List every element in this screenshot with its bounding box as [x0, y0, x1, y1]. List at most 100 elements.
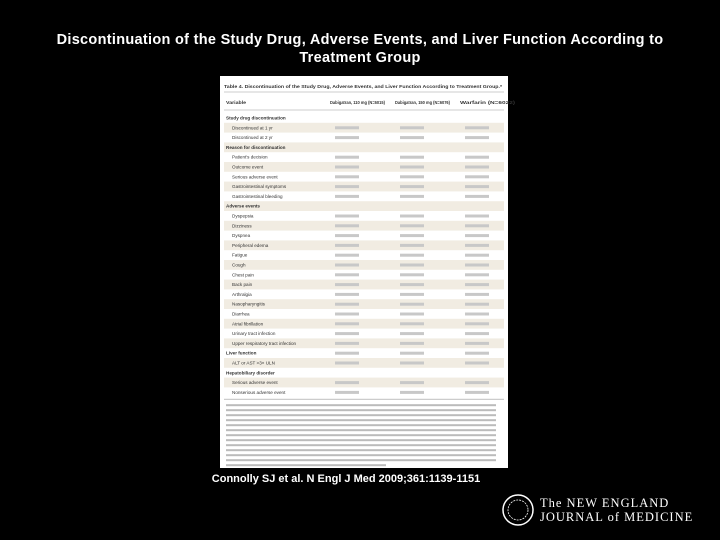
row-label: Nasopharyngitis [232, 302, 266, 307]
row-shade [224, 142, 504, 153]
column-header: Variable [226, 100, 247, 105]
cell-placeholder [465, 361, 489, 365]
row-label: Upper respiratory tract infection [232, 341, 297, 346]
cell-placeholder [465, 273, 489, 277]
footnote-placeholder [226, 409, 496, 412]
cell-placeholder [465, 302, 489, 306]
row-shade [224, 181, 504, 192]
row-shade [224, 162, 504, 172]
cell-placeholder [335, 351, 359, 355]
cell-placeholder [335, 214, 359, 218]
citation: Connolly SJ et al. N Engl J Med 2009;361… [212, 473, 480, 485]
cell-placeholder [465, 234, 489, 238]
cell-placeholder [335, 155, 359, 159]
row-label: Outcome event [232, 165, 264, 170]
cell-placeholder [465, 312, 489, 316]
cell-placeholder [400, 292, 424, 296]
cell-placeholder [335, 175, 359, 179]
table-caption: Table 4. Discontinuation of the Study Dr… [224, 84, 502, 89]
logo-text: JOURNAL of MEDICINE [540, 510, 693, 524]
cell-placeholder [400, 194, 424, 198]
cell-placeholder [400, 155, 424, 159]
cell-placeholder [335, 165, 359, 169]
table-image [220, 76, 508, 468]
cell-placeholder [335, 332, 359, 336]
logo: The NEW ENGLAND JOURNAL of MEDICINE [502, 494, 693, 526]
footnote-placeholder [226, 419, 496, 422]
cell-placeholder [400, 390, 424, 394]
footnote-placeholder [226, 444, 496, 447]
row-shade [224, 260, 504, 270]
cell-placeholder [465, 253, 489, 257]
cell-placeholder [335, 185, 359, 189]
cell-placeholder [335, 243, 359, 247]
cell-placeholder [465, 243, 489, 247]
row-shade [224, 358, 504, 368]
cell-placeholder [335, 224, 359, 228]
row-shade [224, 240, 504, 251]
cell-placeholder [465, 224, 489, 228]
row-label: Patient's decision [232, 155, 268, 160]
cell-placeholder [335, 263, 359, 267]
cell-placeholder [335, 136, 359, 140]
cell-placeholder [465, 322, 489, 326]
cell-placeholder [465, 185, 489, 189]
cell-placeholder [465, 126, 489, 130]
footnote-placeholder [226, 464, 386, 467]
row-label: Serious adverse event [232, 174, 278, 179]
row-label: Gastrointestinal bleeding [232, 194, 283, 199]
cell-placeholder [465, 341, 489, 345]
cell-placeholder [465, 175, 489, 179]
footnote-placeholder [226, 449, 496, 452]
title: Treatment Group [299, 50, 420, 66]
seal [507, 499, 529, 521]
cell-placeholder [400, 302, 424, 306]
column-header: Dabigatran, 110 mg (N=6015) [330, 100, 385, 105]
cell-placeholder [335, 283, 359, 287]
cell-placeholder [465, 165, 489, 169]
cell-placeholder [335, 292, 359, 296]
footnote-placeholder [226, 459, 496, 462]
column-header: Warfarin (N=6022) [460, 100, 516, 105]
cell-placeholder [335, 341, 359, 345]
cell-placeholder [400, 351, 424, 355]
row-label: ALT or AST >3× ULN [232, 361, 275, 366]
row-label: Diarrhea [232, 312, 250, 317]
table: Table 4. Discontinuation of the Study Dr… [224, 84, 516, 467]
row-label: Reason for discontinuation [226, 145, 286, 150]
row-label: Liver function [226, 351, 257, 356]
cell-placeholder [335, 273, 359, 277]
cell-placeholder [400, 381, 424, 385]
row-shade [224, 377, 504, 388]
row-shade [224, 318, 504, 329]
cell-placeholder [400, 361, 424, 365]
row-label: Atrial fibrillation [232, 321, 264, 326]
cell-placeholder [465, 155, 489, 159]
cell-placeholder [400, 126, 424, 130]
row-label: Hepatobiliary disorder [226, 370, 275, 375]
cell-placeholder [465, 214, 489, 218]
row-label: Urinary tract infection [232, 331, 276, 336]
row-label: Nonserious adverse event [232, 390, 286, 395]
footnote-placeholder [226, 429, 496, 432]
cell-placeholder [465, 263, 489, 267]
cell-placeholder [400, 332, 424, 336]
row-label: Dizziness [232, 223, 252, 228]
seal [502, 494, 534, 526]
row-label: Peripheral edema [232, 243, 269, 248]
cell-placeholder [465, 283, 489, 287]
footnote-placeholder [226, 439, 496, 442]
cell-placeholder [335, 234, 359, 238]
row-label: Adverse events [226, 204, 260, 209]
row-shade [224, 279, 504, 290]
cell-placeholder [400, 185, 424, 189]
footnote-placeholder [226, 404, 496, 407]
cell-placeholder [335, 194, 359, 198]
cell-placeholder [465, 351, 489, 355]
cell-placeholder [400, 273, 424, 277]
row-shade [224, 122, 504, 133]
cell-placeholder [335, 361, 359, 365]
cell-placeholder [465, 332, 489, 336]
row-label: Study drug discontinuation [226, 116, 286, 121]
